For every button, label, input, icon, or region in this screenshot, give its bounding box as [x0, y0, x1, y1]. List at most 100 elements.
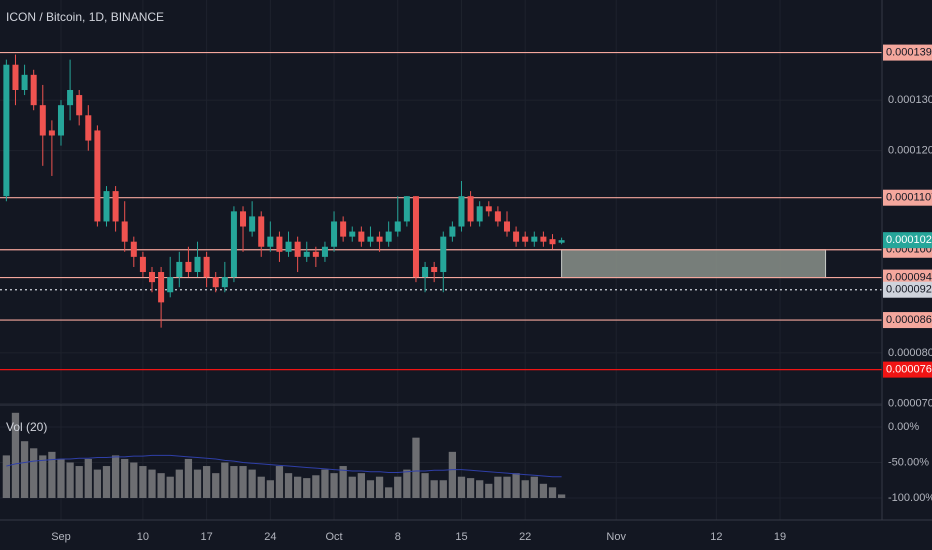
volume-bar — [139, 466, 147, 498]
candle-body — [431, 266, 438, 273]
candle-body — [130, 241, 137, 257]
volume-bar — [403, 469, 411, 498]
volume-bar — [503, 476, 511, 498]
level-label: 0.0000925 — [886, 284, 932, 296]
candle-body — [422, 266, 429, 278]
candle-body — [103, 191, 110, 222]
x-tick-label: 8 — [395, 531, 401, 543]
volume-bar — [557, 494, 566, 498]
candle-body — [85, 115, 92, 141]
volume-bar — [130, 462, 138, 498]
x-tick-label: 22 — [519, 531, 531, 543]
level-box — [883, 44, 932, 61]
level-label: 0.0001394 — [886, 46, 932, 58]
candle-body — [21, 74, 28, 90]
candle-body — [30, 74, 37, 106]
volume-bar — [121, 458, 129, 498]
level-box — [883, 281, 932, 298]
plot — [0, 51, 882, 498]
candle-body — [158, 272, 165, 303]
last-price-box — [883, 232, 932, 249]
x-tick-label: Nov — [606, 531, 626, 543]
volume-bar — [539, 483, 548, 498]
volume-bar — [39, 455, 47, 498]
candle-body — [67, 90, 74, 106]
candle-body — [476, 206, 483, 222]
volume-bar — [230, 466, 238, 498]
last-price-label: 0.0001023 — [886, 234, 932, 246]
candle-body — [349, 231, 356, 237]
volume-bar — [512, 473, 520, 498]
candle-body — [112, 191, 119, 222]
candle-body — [76, 95, 83, 116]
level-box — [883, 269, 932, 286]
candle-body — [121, 221, 128, 242]
volume-bar — [485, 483, 493, 498]
candle-body — [376, 236, 383, 242]
candle-body — [522, 236, 529, 242]
volume-bar — [448, 451, 457, 498]
volume-bar — [193, 469, 202, 498]
candle-body — [485, 206, 492, 212]
volume-bar — [439, 480, 447, 498]
candle-body — [276, 236, 283, 252]
candle-body — [312, 251, 319, 257]
volume-bar — [175, 469, 183, 498]
candle-body — [358, 231, 365, 242]
candle-body — [57, 105, 64, 136]
volume-bar — [57, 458, 65, 498]
x-tick-label: 17 — [200, 531, 212, 543]
volume-bar — [330, 473, 338, 498]
candle-body — [194, 256, 201, 273]
volume-bar — [412, 437, 420, 498]
x-tick-label: 24 — [264, 531, 276, 543]
x-tick-label: 19 — [774, 531, 786, 543]
candle-body — [203, 256, 210, 278]
level-box — [883, 361, 932, 378]
volume-bar — [457, 476, 466, 498]
volume-bar — [312, 475, 320, 498]
candle-body — [3, 64, 10, 197]
candle-body — [12, 64, 19, 90]
volume-bar — [239, 466, 247, 498]
volume-bar — [357, 473, 365, 498]
candle-body — [149, 272, 156, 283]
volume-bar — [421, 473, 429, 498]
candle-body — [94, 130, 101, 222]
candle-body — [540, 236, 547, 242]
volume-bar — [202, 466, 211, 498]
candle-body — [531, 236, 538, 242]
zone — [561, 249, 827, 279]
volume-bar — [184, 458, 193, 498]
volume-bar — [30, 448, 38, 498]
volume-bar — [75, 466, 83, 498]
candle-body — [48, 130, 55, 136]
volume-bar — [321, 469, 329, 498]
volume-bar — [275, 466, 284, 498]
volume-tick-label: 0.00% — [888, 421, 919, 433]
volume-bar — [394, 476, 402, 498]
candle-body — [503, 221, 510, 232]
candle-body — [230, 211, 237, 278]
candle-body — [458, 196, 465, 227]
level-label: 0.0000865 — [886, 314, 932, 326]
volume-bar — [11, 412, 20, 498]
candle-body — [467, 196, 474, 222]
volume-bar — [111, 455, 120, 498]
candle-body — [385, 231, 392, 242]
volume-ma — [6, 454, 562, 478]
level-label: 0.0001107 — [886, 192, 932, 204]
candle-body — [139, 256, 146, 273]
candle-body — [294, 241, 301, 257]
volume-tick-label: -100.00% — [888, 492, 932, 504]
level-box — [883, 312, 932, 329]
candle-body — [549, 239, 556, 245]
candle-body — [440, 236, 447, 273]
volume-bar — [303, 478, 311, 498]
volume-bar — [20, 441, 29, 498]
candle-body — [340, 221, 347, 237]
